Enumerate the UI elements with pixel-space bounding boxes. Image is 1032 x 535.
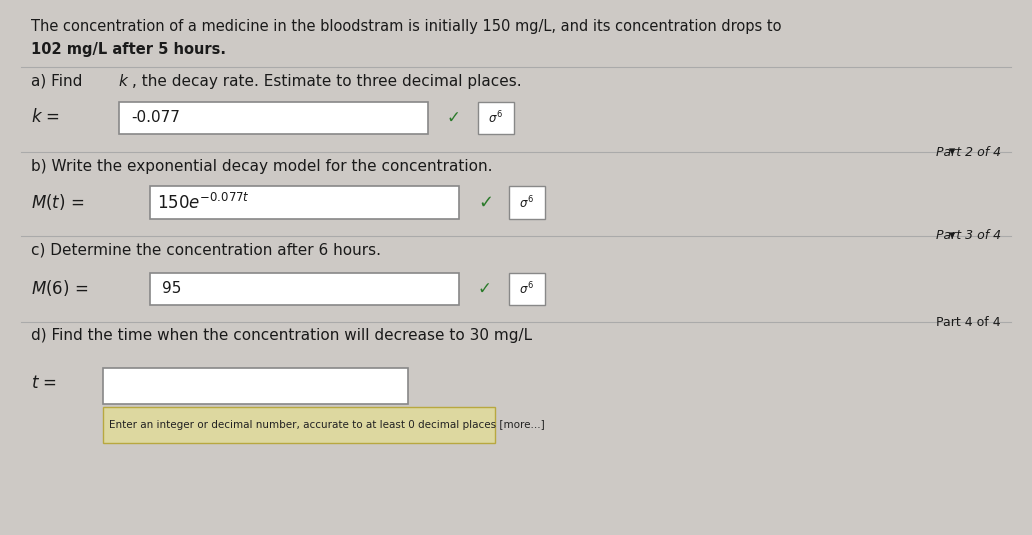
- Text: -0.077: -0.077: [131, 110, 180, 125]
- Text: 95: 95: [162, 281, 182, 296]
- Text: , the decay rate. Estimate to three decimal places.: , the decay rate. Estimate to three deci…: [132, 74, 522, 89]
- Text: k: k: [119, 74, 128, 89]
- Text: $M(t)$ =: $M(t)$ =: [31, 192, 85, 212]
- Text: b) Write the exponential decay model for the concentration.: b) Write the exponential decay model for…: [31, 159, 492, 174]
- FancyBboxPatch shape: [103, 407, 495, 443]
- Text: Part 2 of 4: Part 2 of 4: [936, 146, 1001, 158]
- Text: $150e^{-0.077t}$: $150e^{-0.077t}$: [157, 193, 250, 213]
- FancyBboxPatch shape: [103, 368, 408, 404]
- Text: Enter an integer or decimal number, accurate to at least 0 decimal places [more.: Enter an integer or decimal number, accu…: [109, 420, 545, 430]
- FancyBboxPatch shape: [509, 273, 545, 305]
- Text: $\sigma^6$: $\sigma^6$: [519, 280, 535, 297]
- Text: ▾: ▾: [949, 146, 956, 158]
- Text: d) Find the time when the concentration will decrease to 30 mg/L: d) Find the time when the concentration …: [31, 328, 533, 343]
- Text: $M(6)$ =: $M(6)$ =: [31, 278, 89, 298]
- FancyBboxPatch shape: [150, 186, 459, 219]
- FancyBboxPatch shape: [150, 273, 459, 305]
- Text: 102 mg/L after 5 hours.: 102 mg/L after 5 hours.: [31, 42, 226, 57]
- Text: c) Determine the concentration after 6 hours.: c) Determine the concentration after 6 h…: [31, 243, 381, 258]
- Text: $\sigma^6$: $\sigma^6$: [488, 109, 504, 126]
- Text: ✓: ✓: [478, 194, 493, 212]
- Text: $t$ =: $t$ =: [31, 373, 57, 392]
- Text: ✓: ✓: [478, 280, 491, 298]
- Text: a) Find: a) Find: [31, 74, 88, 89]
- Text: The concentration of a medicine in the bloodstram is initially 150 mg/L, and its: The concentration of a medicine in the b…: [31, 19, 781, 34]
- Text: $k$ =: $k$ =: [31, 108, 60, 126]
- FancyBboxPatch shape: [478, 102, 514, 134]
- Text: Part 3 of 4: Part 3 of 4: [936, 229, 1001, 242]
- Text: Part 4 of 4: Part 4 of 4: [936, 316, 1001, 328]
- Text: $\sigma^6$: $\sigma^6$: [519, 194, 535, 211]
- FancyBboxPatch shape: [509, 186, 545, 219]
- Text: ▾: ▾: [949, 229, 956, 242]
- FancyBboxPatch shape: [119, 102, 428, 134]
- Text: ✓: ✓: [447, 109, 460, 127]
